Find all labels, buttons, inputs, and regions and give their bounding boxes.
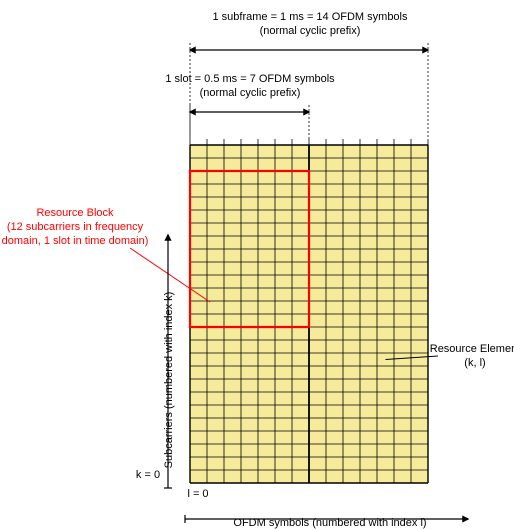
y-axis-label: Subcarriers (numbered with index k) xyxy=(163,292,175,469)
slot-label-1: 1 slot = 0.5 ms = 7 OFDM symbols xyxy=(165,73,335,85)
subframe-label-1: 1 subframe = 1 ms = 14 OFDM symbols xyxy=(212,11,408,23)
l0-label: l = 0 xyxy=(187,488,208,500)
re-label-2: (k, l) xyxy=(464,357,485,369)
grid-diagram xyxy=(130,43,468,523)
rb-label-2: (12 subcarriers in frequency xyxy=(7,221,144,233)
slot-label-2: (normal cyclic prefix) xyxy=(200,87,301,99)
subframe-label-2: (normal cyclic prefix) xyxy=(260,25,361,37)
rb-label-1: Resource Block xyxy=(36,207,114,219)
rb-label-3: domain, 1 slot in time domain) xyxy=(2,235,149,247)
re-label-1: Resource Element xyxy=(430,343,514,355)
k0-label: k = 0 xyxy=(136,469,160,481)
